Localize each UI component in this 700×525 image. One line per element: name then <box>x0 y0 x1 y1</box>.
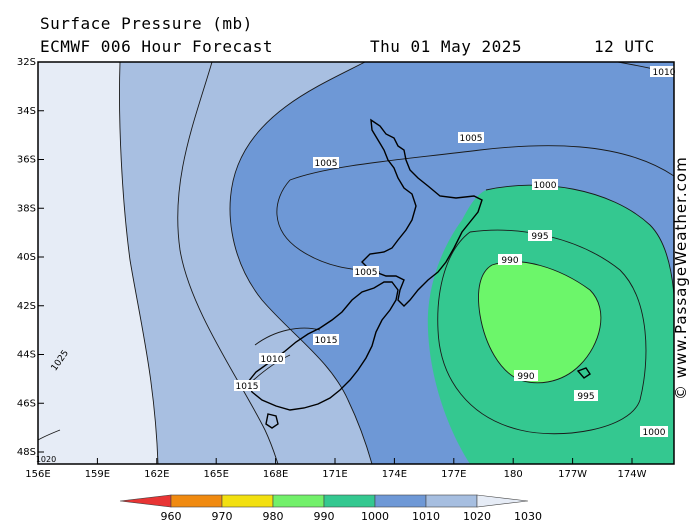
forecast-time: 12 UTC <box>594 37 655 56</box>
isobar-label: 1020 <box>36 455 56 464</box>
legend-swatch <box>323 494 376 508</box>
pressure-fill-layers <box>38 62 674 464</box>
map-frame <box>37 61 675 465</box>
svg-text:1005: 1005 <box>355 268 378 278</box>
legend-swatch <box>221 494 274 508</box>
lat-tick-label: 34S <box>17 106 36 117</box>
lon-tick-label: 174E <box>382 469 407 480</box>
isobar-label: 990 <box>498 254 522 266</box>
legend-tick-label: 1000 <box>361 510 389 523</box>
isobar-label: 1010 <box>259 353 285 365</box>
legend-tick-label: 960 <box>161 510 182 523</box>
isobar-label: 995 <box>528 230 552 242</box>
lat-tick-label: 40S <box>17 252 36 263</box>
lon-tick-label: 168E <box>263 469 288 480</box>
svg-text:1000: 1000 <box>643 428 666 438</box>
isobar-label: 990 <box>514 370 538 382</box>
legend-swatch <box>425 494 478 508</box>
svg-text:1005: 1005 <box>460 134 483 144</box>
isobar-label: 1015 <box>234 380 260 392</box>
lat-tick-label: 48S <box>17 447 36 458</box>
longitude-axis: 156E 159E 162E 165E 168E 171E 174E 177E 180 177W 1… <box>25 458 647 480</box>
svg-text:1005: 1005 <box>315 159 338 169</box>
band-1020-1030 <box>38 62 158 464</box>
lat-tick-label: 38S <box>17 203 36 214</box>
svg-text:1015: 1015 <box>315 336 338 346</box>
legend-swatch <box>272 494 325 508</box>
legend-tick-label: 990 <box>314 510 335 523</box>
lat-tick-label: 44S <box>17 350 36 361</box>
forecast-date: Thu 01 May 2025 <box>370 37 522 56</box>
lon-tick-label: 156E <box>25 469 50 480</box>
lon-tick-label: 177W <box>558 469 587 480</box>
isobar-labels: 1005 1000 995 990 990 995 1000 1005 1005… <box>36 66 676 464</box>
lat-tick-label: 42S <box>17 301 36 312</box>
svg-text:1020: 1020 <box>36 455 56 464</box>
svg-text:1010: 1010 <box>261 355 284 365</box>
legend-swatch <box>170 494 223 508</box>
svg-text:1000: 1000 <box>534 181 557 191</box>
lat-tick-label: 32S <box>17 57 36 68</box>
band-980-990 <box>478 261 601 383</box>
svg-text:990: 990 <box>517 372 534 382</box>
latitude-axis: 32S 34S 36S 38S 40S 42S 44S 46S 48S <box>17 57 44 458</box>
legend-tick-label: 1030 <box>514 510 542 523</box>
lon-tick-label: 162E <box>144 469 169 480</box>
lon-tick-label: 171E <box>322 469 347 480</box>
isobar-label: 1005 <box>458 132 484 144</box>
legend-tick-label: 1020 <box>463 510 491 523</box>
legend-tick-label: 1010 <box>412 510 440 523</box>
isobar-label: 1015 <box>313 334 339 346</box>
legend-tick-label: 970 <box>212 510 233 523</box>
isobar-label: 1005 <box>353 266 379 278</box>
legend-swatch-min <box>119 494 172 508</box>
svg-text:1015: 1015 <box>236 382 259 392</box>
legend-tick-label: 980 <box>263 510 284 523</box>
new-zealand-coastline <box>247 118 591 429</box>
isobar-label: 995 <box>574 390 598 402</box>
forecast-model-label: ECMWF 006 Hour Forecast <box>40 37 274 56</box>
isobar-label: 1000 <box>640 426 668 438</box>
isobar-label: 1000 <box>532 179 558 191</box>
lon-tick-label: 174W <box>618 469 647 480</box>
pressure-legend: 960 970 980 990 1000 1010 1020 1030 <box>119 494 542 523</box>
lat-tick-label: 46S <box>17 398 36 409</box>
svg-text:990: 990 <box>501 256 518 266</box>
legend-swatch <box>374 494 427 508</box>
lon-tick-label: 159E <box>85 469 110 480</box>
isobar-label: 1010 <box>650 66 676 78</box>
lon-tick-label: 180 <box>504 469 523 480</box>
svg-text:995: 995 <box>577 392 594 402</box>
isobar-label: 1005 <box>313 157 339 169</box>
svg-text:1010: 1010 <box>653 68 676 78</box>
lat-tick-label: 36S <box>17 155 36 166</box>
lon-tick-label: 165E <box>203 469 228 480</box>
lon-tick-label: 177E <box>441 469 466 480</box>
legend-swatch-max <box>476 494 529 508</box>
map-title: Surface Pressure (mb) <box>40 14 253 33</box>
svg-text:995: 995 <box>531 232 548 242</box>
